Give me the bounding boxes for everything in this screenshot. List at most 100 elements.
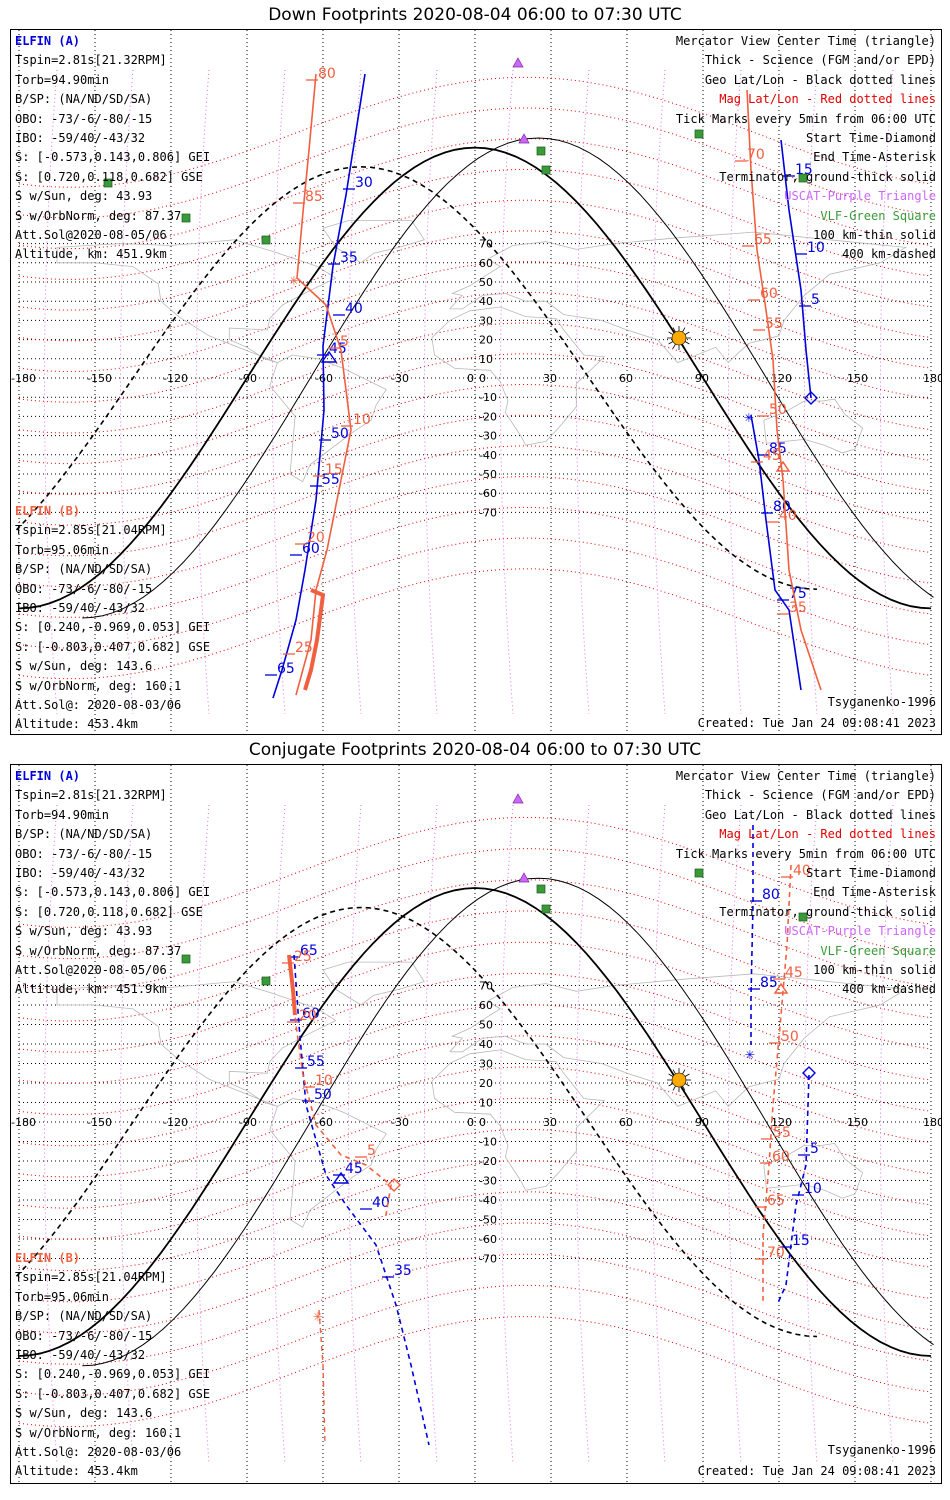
tick-label: 80 [773, 499, 791, 515]
tick-label: 5 [367, 1143, 376, 1159]
elfin-b-track-east: 70 65 60 55 50 45 40 35 [735, 89, 822, 691]
lon-tick-label: 30 [543, 372, 557, 385]
info-line: Att.Sol@: 2020-08-03/06 [15, 698, 182, 713]
info-line: OBO: -73/-6/-80/-15 [15, 1328, 153, 1343]
info-line: S w/Sun, deg: 43.93 [15, 924, 153, 939]
model-label: Tsyganenko-1996 [827, 1443, 936, 1457]
lon-tick-label: 30 [543, 1116, 557, 1129]
tick-label: 25 [295, 640, 313, 656]
lat-tick-label: 10 [479, 353, 493, 366]
geo-grid [18, 765, 932, 1483]
tick-label: 15 [795, 162, 813, 178]
info-line: Altitude, km: 451.9km [15, 247, 167, 262]
info-line: Tspin=2.81s[21.32RPM] [15, 53, 167, 68]
lat-tick-label: -40 [479, 449, 497, 462]
info-line: S: [0.240,-0.969,0.053] GEI [15, 1367, 211, 1382]
tick-label: 70 [767, 1245, 785, 1261]
lon-tick-label: -120 [163, 372, 188, 385]
tick-label: 45 [785, 965, 803, 981]
spacecraft-name: ELFIN (A) [15, 769, 81, 783]
tick-label: 60 [302, 1006, 320, 1022]
legend-item: Tick Marks every 5min from 06:00 UTC [675, 111, 936, 126]
tick-label: 10 [315, 1073, 333, 1089]
lon-tick-label: 120 [771, 372, 792, 385]
uscat-stations [512, 793, 530, 883]
tick-label: 55 [322, 472, 340, 488]
tick-label: 40 [779, 508, 797, 524]
vlf-square-icon [181, 213, 191, 223]
end-asterisk-icon: ✳ [313, 1306, 323, 1325]
tick-label: 55 [307, 1054, 325, 1070]
info-line: IBO: -59/40/-43/32 [15, 866, 146, 881]
legend-item: 400 km-dashed [842, 247, 936, 262]
tick-label: 45 [763, 448, 781, 464]
vlf-stations [103, 129, 808, 245]
elfin-b-info: ELFIN (B) Tspin=2.85s[21.04RPM] Torb=95.06… [15, 502, 210, 735]
elfin-b-track: 80 85 5 10 15 20 25 [283, 66, 371, 696]
info-line: Att.Sol@: 2020-08-03/06 [15, 1445, 182, 1460]
lat-tick-label: -10 [479, 391, 497, 404]
info-line: IBO: -59/40/-43/32 [15, 131, 146, 146]
legend-item: Start Time-Diamond [805, 131, 936, 146]
tick-label: 30 [355, 175, 373, 191]
uscat-triangle-icon [518, 133, 530, 144]
lat-tick-label: -60 [479, 487, 497, 500]
info-line: S w/Sun, deg: 43.93 [15, 189, 153, 204]
info-line: Torb=94.90min [15, 807, 109, 822]
lat-tick-label: 50 [479, 276, 493, 289]
tick-label: 50 [769, 402, 787, 418]
tick-label: 40 [793, 863, 811, 879]
info-line: S w/Sun, deg: 143.6 [15, 1406, 153, 1421]
info-line: OBO: -73/-6/-80/-15 [15, 111, 153, 126]
tick-label: 55 [765, 316, 783, 332]
info-line: S: [-0.573,0.143,0.806] GEI [15, 885, 211, 900]
info-line: S w/OrbNorm, deg: 160.1 [15, 1425, 182, 1440]
end-asterisk-icon: ✳ [744, 407, 754, 426]
legend-item: Tick Marks every 5min from 06:00 UTC [675, 846, 936, 861]
lat-tick-label: -40 [479, 1194, 497, 1207]
tick-label: 20 [299, 1008, 317, 1024]
legend-item: Terminator, ground-thick solid [719, 904, 936, 919]
elfin-a-info: ELFIN (A) Tspin=2.81s[21.32RPM] Torb=94.90… [15, 767, 210, 1000]
end-asterisk-icon: ✳ [745, 1044, 755, 1063]
lat-tick-label: 60 [479, 999, 493, 1012]
tick-label: 40 [345, 301, 363, 317]
info-line: Altitude: 453.4km [15, 717, 138, 732]
lat-tick-label: 30 [479, 314, 493, 327]
elfin-b-science-segment [287, 954, 297, 1016]
tick-label: 35 [789, 600, 807, 616]
info-line: S w/OrbNorm, deg: 87.37 [15, 208, 182, 223]
info-line: Altitude: 453.4km [15, 1464, 138, 1479]
tick-label: 10 [807, 240, 825, 256]
tick-label: 65 [767, 1193, 785, 1209]
map-panel-conjugate: -180 -150 -120 -90 -60 -30 0 30 60 90 120 150 180 70 6… [10, 764, 942, 1484]
tick-label: 60 [302, 541, 320, 557]
tick-label: 45 [329, 341, 347, 357]
lat-tick-label: -20 [479, 410, 497, 423]
tick-label: 70 [747, 147, 765, 163]
lat-tick-label: 10 [479, 1097, 493, 1110]
tick-label: 60 [772, 1149, 790, 1165]
view-center-triangle-icon [320, 350, 338, 363]
lon-tick-label: 180 [923, 1116, 941, 1129]
tick-label: 35 [394, 1263, 412, 1279]
lat-tick-label: 30 [479, 1058, 493, 1071]
tick-label: 35 [340, 250, 358, 266]
elfin-a-track-east: 15 10 5 [780, 139, 825, 399]
view-center-triangle-icon [775, 460, 791, 472]
info-line: Torb=95.06min [15, 1289, 109, 1304]
legend-item: USCAT-Purple Triangle [784, 189, 936, 204]
spacecraft-name: ELFIN (B) [15, 1251, 81, 1265]
lat-tick-label: 40 [479, 1038, 493, 1051]
uscat-triangle-icon [518, 872, 530, 883]
info-line: IBO: -59/40/-43/32 [15, 1348, 146, 1363]
axis-labels: -180 -150 -120 -90 -60 -30 0 30 60 90 120 150 180706… [11, 238, 941, 520]
info-line: OBO: -73/-6/-80/-15 [15, 846, 153, 861]
info-line: S w/Sun, deg: 143.6 [15, 659, 153, 674]
tick-label: 10 [804, 1181, 822, 1197]
info-line: Torb=95.06min [15, 542, 109, 557]
vlf-square-icon [536, 884, 546, 894]
legend-item: End Time-Asterisk [813, 150, 936, 165]
legend-item: Mag Lat/Lon - Red dotted lines [719, 827, 936, 842]
